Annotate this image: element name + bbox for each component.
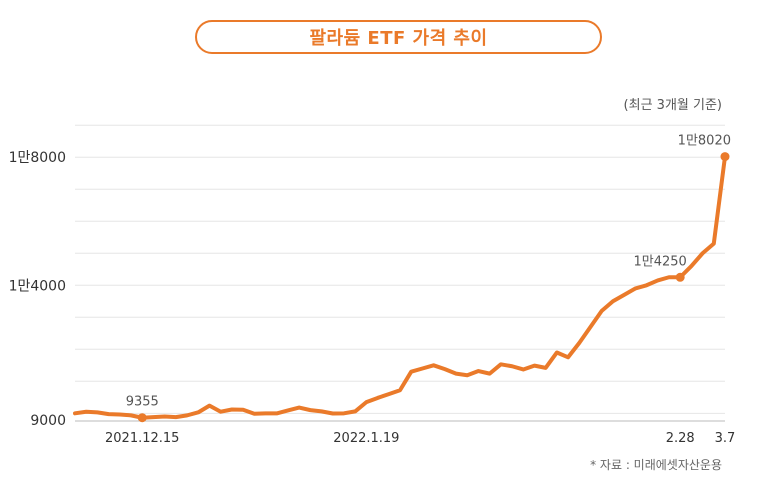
data-point [675,272,685,282]
data-point [720,152,730,162]
series-line [73,154,727,420]
source-note: * 자료 : 미래에셋자산운용 [590,458,722,472]
x-tick-label: 2021.12.15 [105,431,179,446]
data-label: 1만8020 [678,134,731,149]
x-tick-label: 2.28 [666,431,695,446]
data-point [137,413,147,423]
data-label: 1만4250 [634,254,687,269]
y-tick-label: 9000 [30,413,66,429]
data-label: 9355 [126,395,159,410]
y-tick-label: 1만8000 [9,150,66,166]
x-tick-label: 2022.1.19 [333,431,399,446]
chart-title: 팔라듐 ETF 가격 추이 [195,20,602,54]
y-tick-label: 1만4000 [9,278,66,294]
chart-subtitle: (최근 3개월 기준) [623,98,722,113]
x-tick-label: 3.7 [715,431,736,446]
